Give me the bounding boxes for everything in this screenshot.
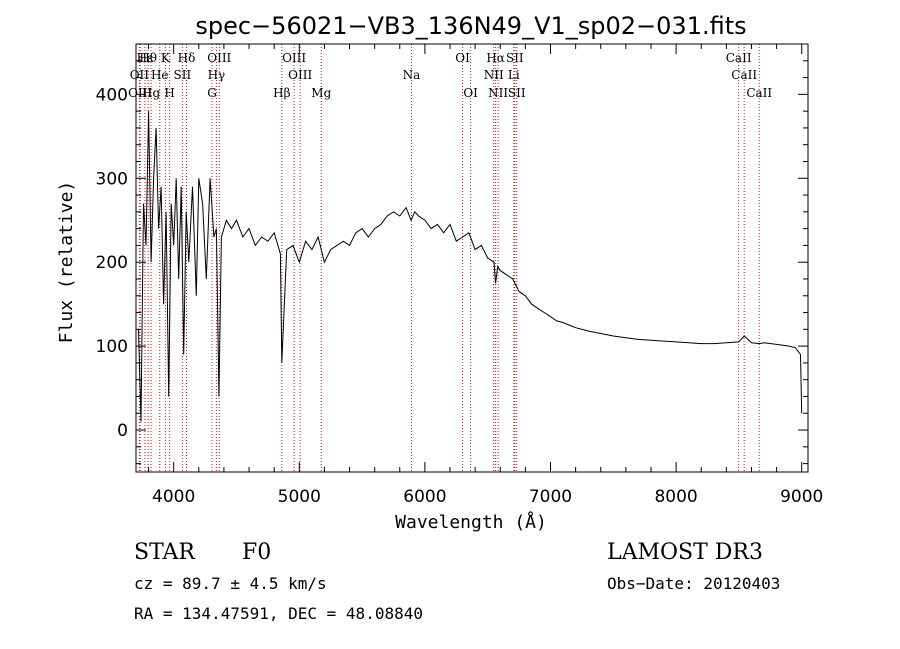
coordinates: RA = 134.47591, DEC = 48.08840: [134, 604, 423, 623]
line-label: SII: [173, 68, 191, 82]
subclass: F0: [242, 540, 272, 565]
x-axis-label: Wavelength (Å): [395, 511, 547, 533]
line-label: He: [151, 68, 169, 82]
x-tick-label: 6000: [403, 487, 446, 507]
line-label: G: [207, 86, 217, 100]
line-label: CaII: [731, 68, 757, 82]
y-tick-label: 100: [96, 337, 128, 357]
line-label: H: [164, 86, 174, 100]
line-label: Mg: [311, 86, 331, 100]
line-label: SII: [508, 86, 526, 100]
x-tick-label: 9000: [780, 487, 823, 507]
line-label: Hβ: [273, 86, 290, 100]
obs-date: Obs−Date: 20120403: [607, 574, 781, 593]
survey-label: LAMOST DR3: [607, 540, 763, 565]
x-tick-label: 5000: [278, 487, 321, 507]
line-label: NII: [488, 86, 508, 100]
line-label: OI: [455, 51, 470, 65]
line-label: Na: [403, 68, 421, 82]
chart-title: spec−56021−VB3_136N49_V1_sp02−031.fits: [195, 12, 746, 40]
emission-line-markers: [138, 44, 760, 472]
line-label: Hθ: [139, 51, 157, 65]
x-tick-label: 4000: [152, 487, 195, 507]
line-label: Li: [508, 68, 520, 82]
plot-frame: [135, 43, 809, 473]
line-label: Hγ: [208, 68, 226, 82]
y-tick-label: 400: [96, 85, 128, 105]
x-tick-label: 7000: [529, 487, 572, 507]
x-axis-ticks: 4000 5000 6000 7000 8000 9000: [148, 44, 823, 507]
line-label: SII: [506, 51, 524, 65]
line-label: CaII: [746, 86, 772, 100]
object-class: STAR: [134, 540, 195, 565]
line-label: CaII: [726, 51, 752, 65]
line-label: OIII: [128, 86, 152, 100]
y-tick-label: 0: [117, 421, 128, 441]
y-axis-ticks: 0 100 200 300 400: [96, 43, 808, 465]
line-label: Hε: [137, 51, 154, 65]
line-label: Hδ: [178, 51, 196, 65]
redshift-value: cz = 89.7 ± 4.5 km/s: [134, 574, 327, 593]
line-label: Hα: [486, 51, 505, 65]
y-tick-label: 300: [96, 169, 128, 189]
line-label: NII: [484, 68, 504, 82]
y-tick-label: 200: [96, 253, 128, 273]
y-axis-label: Flux (relative): [56, 181, 77, 344]
line-label: OI: [463, 86, 478, 100]
line-label: OII: [130, 68, 150, 82]
line-label: Hg: [142, 86, 160, 100]
line-label: OIII: [282, 51, 306, 65]
line-label: OIII: [207, 51, 231, 65]
line-label: K: [161, 51, 171, 65]
x-tick-label: 8000: [654, 487, 697, 507]
flux-series-line: [138, 111, 803, 422]
line-label: OIII: [288, 68, 312, 82]
